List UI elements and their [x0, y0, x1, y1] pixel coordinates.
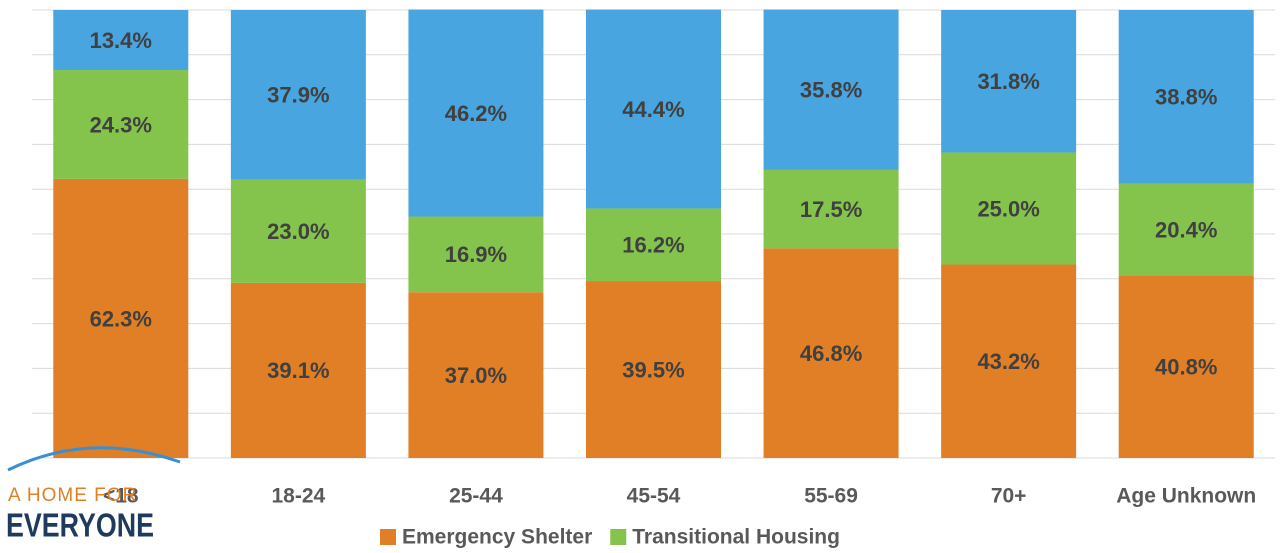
- x-tick-label: 18-24: [271, 485, 325, 508]
- bar-segment: [53, 10, 189, 71]
- value-label: 24.3%: [90, 112, 152, 137]
- value-label: 38.8%: [1155, 85, 1217, 110]
- legend-label: Emergency Shelter: [402, 526, 592, 549]
- bar-segment: [230, 282, 366, 458]
- bar-segment: [763, 169, 899, 249]
- value-label: 43.2%: [977, 349, 1039, 374]
- value-label: 46.8%: [800, 341, 862, 366]
- bar-segment: [408, 292, 544, 458]
- value-label: 39.1%: [267, 358, 329, 383]
- bar-segment: [941, 264, 1077, 458]
- bar-segment: [1118, 275, 1254, 458]
- bar-segment: [1118, 183, 1254, 276]
- legend-swatch: [610, 529, 627, 545]
- value-label: 23.0%: [267, 219, 329, 244]
- logo-arc: [7, 446, 181, 472]
- bar-segment: [941, 152, 1077, 265]
- value-label: 16.9%: [445, 242, 507, 267]
- bar-segment: [408, 216, 544, 293]
- bar-segment: [230, 179, 366, 283]
- value-label: 25.0%: [977, 196, 1039, 221]
- value-label: 37.9%: [267, 83, 329, 108]
- value-label: 62.3%: [90, 306, 152, 331]
- value-label: 35.8%: [800, 78, 862, 103]
- x-tick-label: 25-44: [449, 485, 503, 508]
- value-label: 46.2%: [445, 101, 507, 126]
- value-label: 17.5%: [800, 197, 862, 222]
- bar-segment: [230, 10, 366, 180]
- logo-line1: A HOME FOR: [8, 485, 137, 506]
- logo-line2: EVERYONE: [6, 507, 154, 544]
- value-label: 37.0%: [445, 363, 507, 388]
- bar-segment: [941, 10, 1077, 153]
- x-tick-label: 45-54: [627, 485, 681, 508]
- value-label: 16.2%: [622, 233, 684, 258]
- x-tick-label: Age Unknown: [1116, 485, 1256, 508]
- legend-swatch: [380, 529, 396, 545]
- x-tick-label: <18: [103, 485, 139, 508]
- bar-segment: [53, 178, 189, 458]
- value-label: 44.4%: [622, 97, 684, 122]
- x-tick-label: 70+: [991, 485, 1027, 508]
- value-label: 13.4%: [90, 28, 152, 53]
- bar-segment: [763, 9, 899, 170]
- bar-segment: [586, 281, 721, 458]
- bar-segment: [408, 9, 544, 217]
- value-label: 31.8%: [977, 69, 1039, 94]
- bar-segment: [586, 9, 721, 209]
- bar-segment: [53, 70, 189, 179]
- legend-label: Transitional Housing: [632, 526, 840, 549]
- bar-segment: [763, 248, 899, 458]
- x-tick-label: 55-69: [804, 485, 858, 508]
- value-label: 39.5%: [622, 357, 684, 382]
- logo: A HOME FOR EVERYONE: [6, 446, 181, 544]
- bar-segment: [586, 208, 721, 282]
- value-label: 20.4%: [1155, 217, 1217, 242]
- value-label: 40.8%: [1155, 354, 1217, 379]
- bar-segment: [1118, 10, 1254, 184]
